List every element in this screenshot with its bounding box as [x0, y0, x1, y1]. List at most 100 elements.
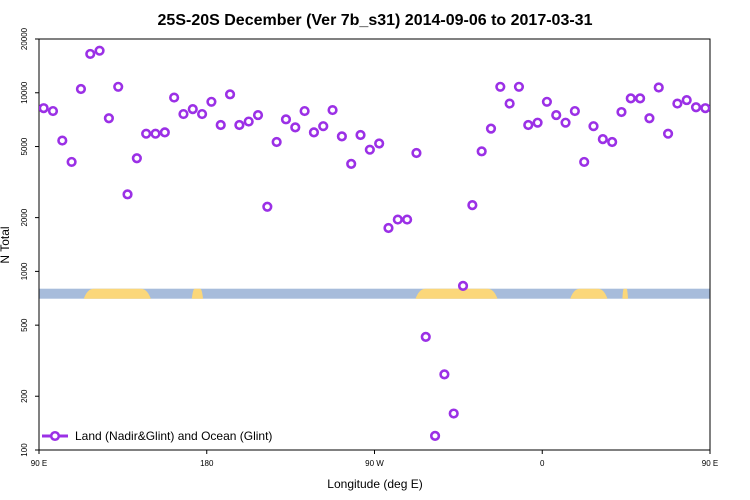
land-segment: [622, 288, 628, 299]
y-tick-label: 100: [20, 443, 29, 457]
land-segment: [191, 288, 204, 299]
data-point: [662, 128, 674, 139]
data-point: [429, 430, 441, 441]
land-band: [39, 288, 710, 299]
data-point: [739, 158, 747, 166]
data-point: [551, 109, 562, 121]
data-point: [448, 408, 459, 419]
data-point: [159, 127, 170, 138]
y-axis-label: N Total: [0, 226, 12, 263]
data-point: [215, 119, 226, 131]
data-point: [336, 131, 347, 142]
data-point: [420, 331, 431, 342]
data-point: [271, 136, 282, 148]
data-point: [523, 119, 534, 131]
data-point: [178, 108, 189, 120]
y-tick-label: 2000: [20, 208, 29, 226]
y-tick-label: 500: [20, 318, 29, 332]
land-segment: [570, 288, 608, 299]
data-point: [150, 128, 161, 139]
data-point: [131, 153, 142, 164]
x-tick-label: 180: [200, 459, 214, 468]
data-point: [187, 104, 198, 115]
data-point: [122, 189, 133, 200]
legend: Land (Nadir&Glint) and Ocean (Glint): [42, 429, 272, 443]
data-point: [85, 48, 96, 60]
data-point: [57, 135, 68, 146]
data-point: [597, 134, 608, 145]
y-tick-label: 200: [20, 389, 29, 403]
data-point: [635, 93, 646, 104]
data-point: [720, 107, 728, 115]
data-point: [299, 105, 310, 117]
y-tick-label: 5000: [20, 137, 29, 155]
data-point: [234, 119, 245, 131]
y-tick-label: 20000: [20, 27, 29, 50]
data-point: [346, 158, 357, 169]
plot-frame: [38, 38, 711, 451]
data-point: [579, 156, 590, 168]
ocean-band: [39, 288, 710, 299]
data-point: [616, 106, 627, 118]
data-point: [47, 105, 59, 117]
data-point: [355, 129, 366, 141]
data-point: [504, 98, 515, 109]
data-point: [364, 144, 375, 155]
data-point: [262, 201, 273, 212]
x-tick-label: 90 E: [702, 459, 718, 468]
data-point: [513, 81, 525, 92]
legend-label: Land (Nadir&Glint) and Ocean (Glint): [75, 429, 272, 443]
data-point: [75, 83, 87, 95]
data-point: [588, 121, 599, 132]
data-point: [690, 102, 702, 113]
data-point: [411, 147, 422, 159]
data-point: [476, 146, 487, 157]
data-point: [103, 113, 114, 124]
data-point: [729, 137, 737, 145]
data-point: [644, 113, 655, 124]
data-point: [94, 45, 105, 56]
data-point: [541, 96, 553, 107]
data-point: [206, 96, 217, 107]
data-point: [625, 93, 636, 104]
data-point: [392, 214, 403, 225]
data-point: [318, 121, 329, 132]
data-point: [532, 117, 543, 128]
legend-marker: [49, 430, 61, 442]
data-point: [169, 92, 180, 103]
data-point: [681, 94, 692, 106]
data-point: [113, 81, 124, 92]
data-point: [560, 117, 571, 128]
data-point: [224, 89, 236, 100]
land-segment: [83, 288, 151, 299]
data-point: [243, 116, 254, 127]
data-point: [290, 122, 301, 133]
x-axis-label: Longitude (deg E): [327, 477, 422, 491]
data-point: [252, 109, 264, 121]
data-point: [402, 214, 413, 225]
data-point: [569, 105, 580, 117]
data-point: [672, 98, 683, 109]
y-tick-label: 1000: [20, 262, 29, 280]
land-segment: [415, 288, 498, 299]
data-point: [495, 81, 506, 92]
data-point: [653, 82, 664, 93]
x-tick-label: 90 E: [31, 459, 47, 468]
data-point: [141, 128, 152, 139]
data-point: [700, 103, 710, 114]
data-point: [327, 104, 338, 116]
chart-title: 25S-20S December (Ver 7b_s31) 2014-09-06…: [158, 12, 593, 29]
data-point: [457, 280, 469, 291]
data-points: [39, 45, 747, 441]
x-tick-label: 0: [540, 459, 545, 468]
data-point: [39, 103, 49, 114]
x-tick-label: 90 W: [365, 459, 384, 468]
data-point: [66, 156, 77, 168]
data-point: [709, 106, 710, 111]
data-point: [607, 136, 618, 148]
data-point: [308, 127, 320, 138]
data-point: [439, 369, 450, 380]
data-point: [485, 123, 497, 134]
data-point: [280, 114, 292, 125]
